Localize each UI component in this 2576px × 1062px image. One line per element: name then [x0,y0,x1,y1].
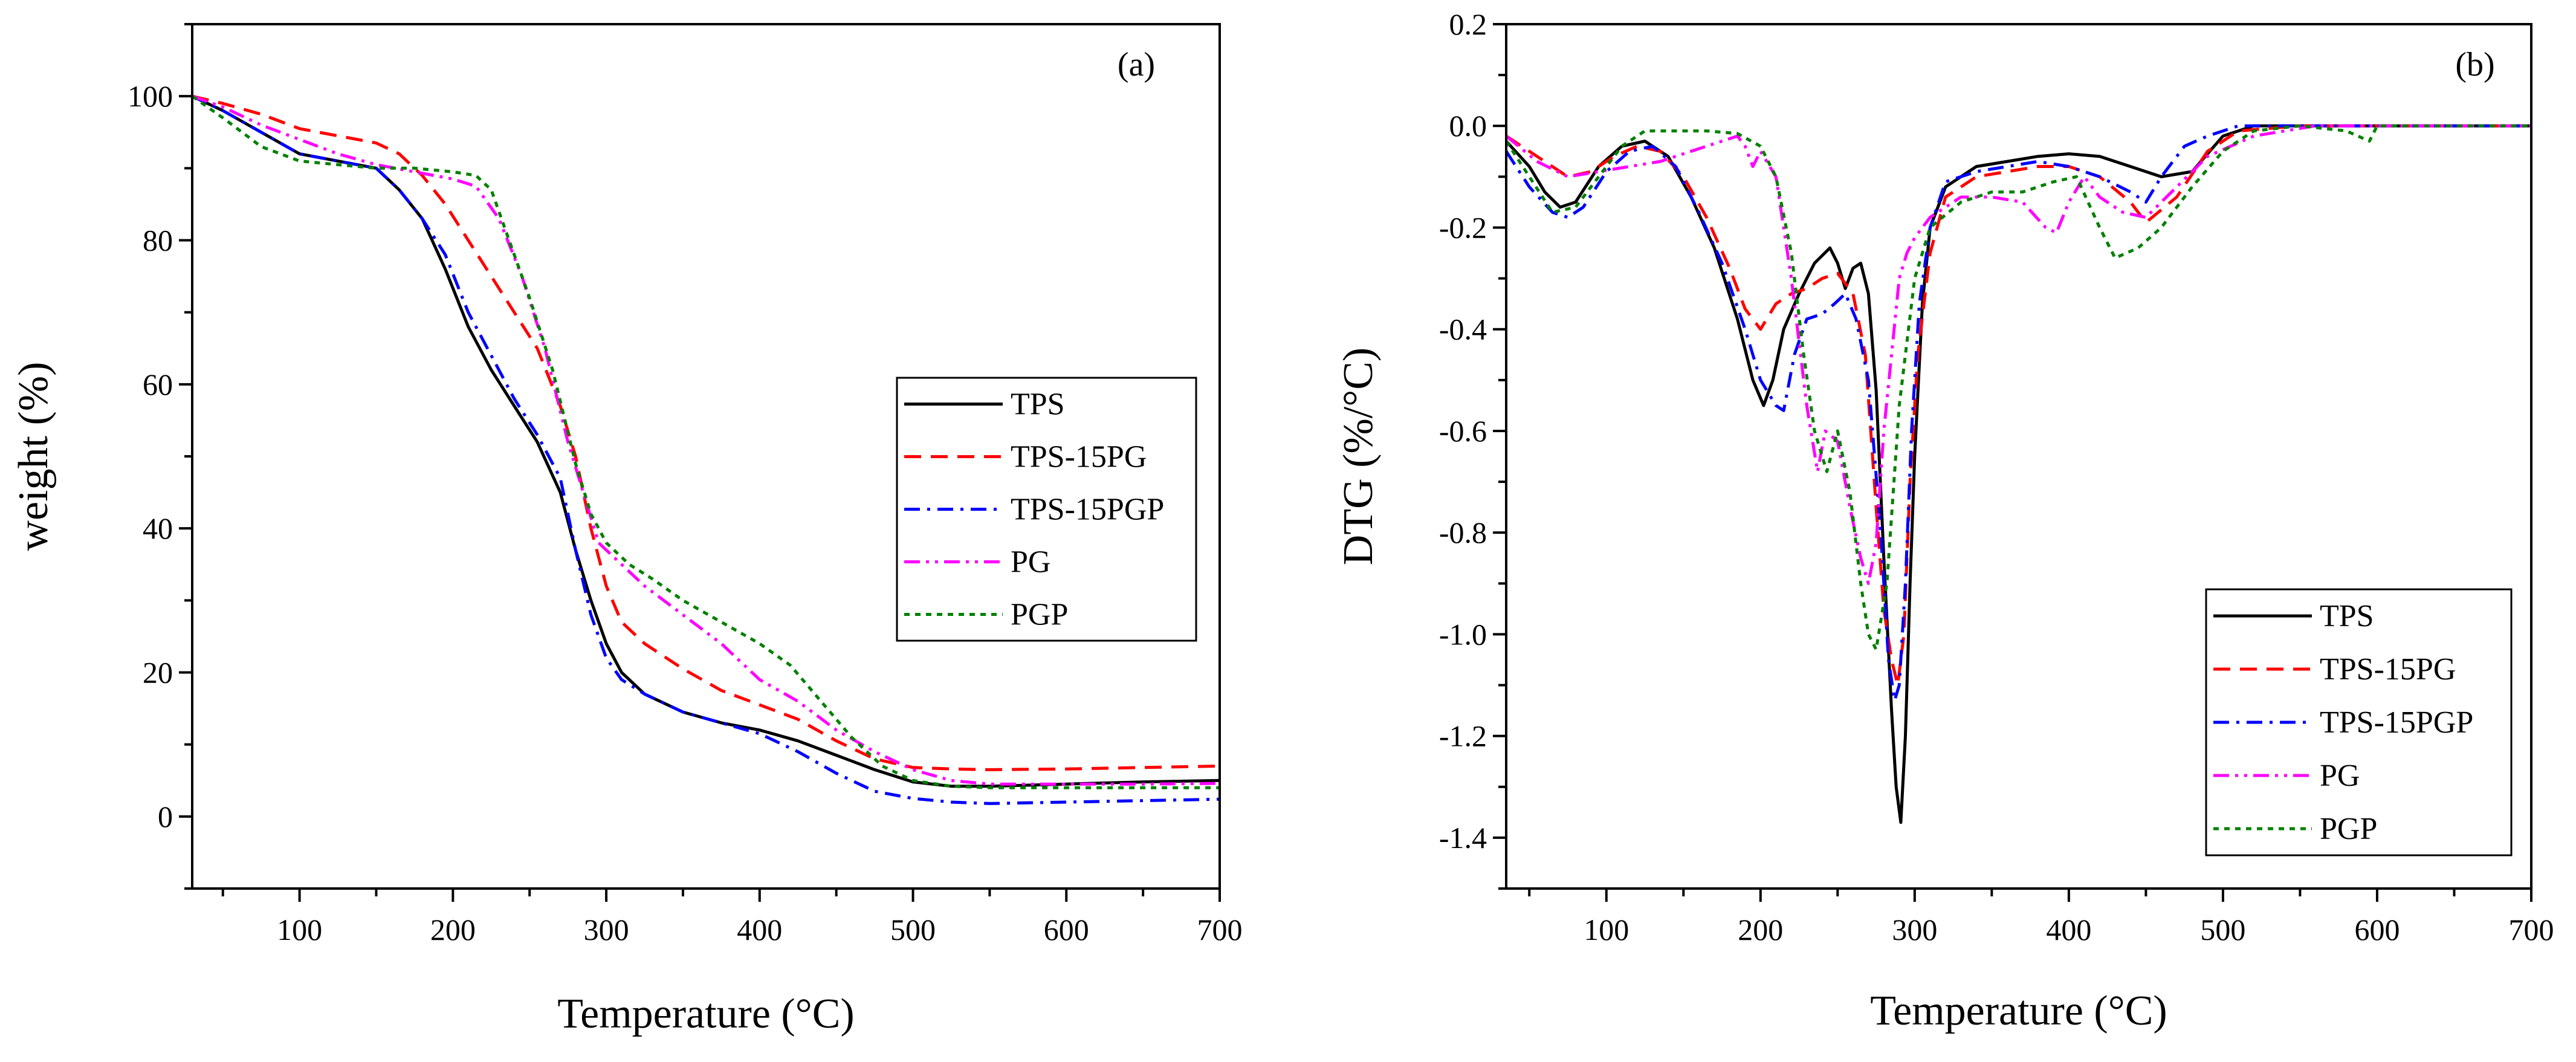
x-tick-label: 700 [2509,913,2554,947]
x-tick-label: 100 [1584,913,1629,947]
x-tick-label: 300 [1892,913,1937,947]
series-line-tps-15pgp [1506,124,2531,702]
chart-panel-a: 100 200 300 400 500 600 700 0 20 40 60 80 100 Tempera… [10,23,1243,1037]
legend-label: TPS-15PGP [1011,493,1164,527]
legend-label: PGP [1011,598,1068,632]
y-tick-label: -1.2 [1439,719,1487,753]
series-line-pg [192,94,1220,786]
x-tick-label: 100 [277,913,322,947]
x-tick-label: 400 [2046,913,2091,947]
x-tick-label: 600 [2354,913,2400,947]
y-tick-label: 0.0 [1449,109,1487,143]
legend: TPS TPS-15PG TPS-15PGP PG PGP [896,377,1197,642]
legend-label: TPS-15PG [1011,440,1147,474]
y-axis-title: weight (%) [10,362,57,551]
x-tick-label: 300 [584,913,629,947]
series-line-tps [1506,124,2531,824]
x-tick-label: 500 [2200,913,2245,947]
series-line-pgp [1506,124,2531,652]
x-tick-label: 400 [737,913,782,947]
y-tick-label: 0 [158,800,173,834]
legend-label: PG [1011,545,1050,580]
y-tick-label: 60 [143,367,173,401]
y-tick-label: 20 [143,656,173,690]
x-axis-title: Temperature (°C) [557,991,854,1037]
y-tick-label: -0.4 [1439,312,1487,346]
legend-label: PGP [2320,812,2377,846]
panel-label: (b) [2455,46,2494,83]
x-axis-title: Temperature (°C) [1870,988,2167,1034]
y-tick-label: -0.2 [1439,210,1487,244]
plot-frame [1505,23,2532,890]
x-tick-label: 200 [1738,913,1783,947]
y-tick-label: -1.4 [1439,821,1487,855]
x-tick-label: 700 [1197,913,1243,947]
y-tick-label: -0.6 [1439,414,1487,448]
legend-label: TPS [2320,599,2374,633]
legend-label: TPS-15PG [2320,652,2456,687]
y-tick-label: 0.2 [1449,7,1487,41]
panel-label: (a) [1118,46,1155,83]
legend-label: TPS-15PGP [2320,705,2473,740]
series-line-tps-15pg [192,94,1220,771]
legend: TPS TPS-15PG TPS-15PGP PG PGP [2205,588,2513,856]
y-tick-label: 40 [143,511,173,545]
y-tick-label: -0.8 [1439,516,1487,549]
y-axis-title: DTG (%/°C) [1335,348,1382,565]
legend-label: PG [2320,759,2360,793]
x-tick-label: 600 [1044,913,1089,947]
y-tick-label: 100 [128,79,173,113]
x-tick-label: 200 [430,913,476,947]
x-tick-label: 500 [890,913,936,947]
legend-label: TPS [1011,387,1065,422]
series-line-pgp [192,95,1220,789]
chart-panel-b: 100 200 300 400 500 600 700 0.2 0.0 -0.2 -0.4 -0.6 -… [1335,7,2554,1034]
y-tick-label: -1.0 [1439,617,1487,651]
y-tick-label: 80 [143,224,173,257]
series-line-pg [1506,124,2531,585]
series-line-tps-15pgp [192,94,1220,805]
